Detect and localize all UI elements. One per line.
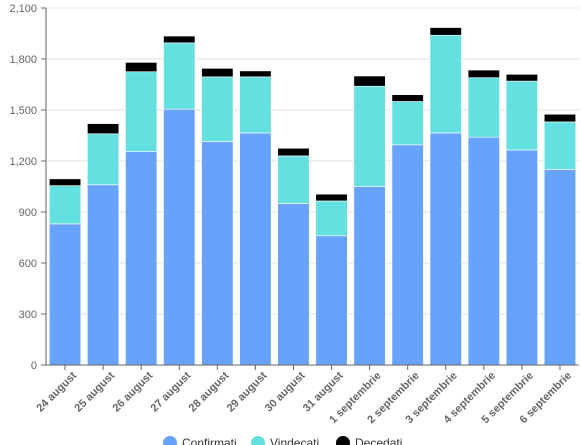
y-tick-label: 900 — [19, 207, 37, 219]
bar-segment-vindecati[interactable] — [125, 71, 158, 152]
bar-segment-vindecati[interactable] — [505, 80, 538, 151]
bar-segment-vindecati[interactable] — [543, 121, 577, 170]
bar-segment-confirmati[interactable] — [87, 184, 120, 366]
bar-segment-confirmati[interactable] — [277, 203, 310, 366]
bar-segment-vindecati[interactable] — [429, 34, 462, 134]
bar-segment-confirmati[interactable] — [315, 235, 348, 366]
bar-segment-confirmati[interactable] — [125, 151, 158, 366]
legend: Confirmati Vindecati Decedati — [163, 436, 402, 445]
bar-segment-confirmati[interactable] — [239, 132, 272, 366]
y-tick-label: 0 — [31, 360, 37, 372]
bar-segment-confirmati[interactable] — [543, 169, 577, 366]
bar-segment-decedati[interactable] — [391, 94, 424, 102]
bar-segment-confirmati[interactable] — [391, 144, 424, 366]
bar-segment-vindecati[interactable] — [277, 155, 310, 204]
bar-segment-decedati[interactable] — [201, 68, 234, 78]
bar-segment-vindecati[interactable] — [163, 42, 196, 110]
bar-segment-confirmati[interactable] — [353, 186, 386, 366]
y-tick-label: 1,800 — [9, 54, 37, 66]
bar-segment-confirmati[interactable] — [505, 149, 538, 366]
legend-label-decedati[interactable]: Decedati — [355, 436, 402, 445]
bar-segment-decedati[interactable] — [48, 178, 82, 186]
bar-segment-decedati[interactable] — [543, 113, 577, 123]
x-tick-label: 28 august — [187, 369, 232, 414]
bar-segment-vindecati[interactable] — [48, 185, 82, 225]
x-tick-label: 30 august — [263, 369, 308, 414]
y-tick-label: 600 — [19, 258, 37, 270]
bar-segment-decedati[interactable] — [353, 75, 386, 87]
legend-label-confirmati[interactable]: Confirmati — [182, 436, 237, 445]
bar-segment-vindecati[interactable] — [467, 77, 500, 138]
x-tick-label: 27 august — [149, 369, 194, 414]
bar-segment-vindecati[interactable] — [87, 133, 120, 186]
bar-segment-decedati[interactable] — [125, 62, 158, 73]
x-tick-label: 25 august — [72, 369, 117, 414]
bar-segment-confirmati[interactable] — [48, 223, 82, 366]
bar-segment-decedati[interactable] — [505, 74, 538, 82]
bar-segment-decedati[interactable] — [429, 27, 462, 36]
bar-segment-decedati[interactable] — [163, 35, 196, 44]
y-tick-label: 300 — [19, 309, 37, 321]
bar-segment-decedati[interactable] — [467, 69, 500, 79]
bar-segment-confirmati[interactable] — [429, 132, 462, 366]
bar-segment-vindecati[interactable] — [201, 76, 234, 142]
legend-marker-vindecati — [251, 436, 265, 445]
legend-marker-decedati — [336, 436, 350, 445]
bar-segment-confirmati[interactable] — [467, 136, 500, 366]
bar-segment-decedati[interactable] — [87, 123, 120, 135]
y-tick-label: 1,500 — [9, 105, 37, 117]
bar-segment-decedati[interactable] — [277, 147, 310, 157]
bar-segment-vindecati[interactable] — [239, 76, 272, 134]
bar-segment-confirmati[interactable] — [163, 108, 196, 366]
bar-segment-decedati[interactable] — [239, 70, 272, 78]
y-tick-label: 2,100 — [9, 3, 37, 15]
legend-label-vindecati[interactable]: Vindecati — [270, 436, 319, 445]
x-tick-label: 29 august — [225, 369, 270, 414]
bar-segment-vindecati[interactable] — [315, 200, 348, 237]
x-tick-label: 24 august — [34, 369, 79, 414]
y-axis: 0 300 600 900 1,200 1,500 1,800 2,100 — [9, 3, 47, 372]
bar-segment-decedati[interactable] — [315, 193, 348, 202]
legend-marker-confirmati — [163, 436, 177, 445]
bar-segment-confirmati[interactable] — [201, 141, 234, 366]
y-tick-label: 1,200 — [9, 156, 37, 168]
bar-segment-vindecati[interactable] — [391, 101, 424, 146]
bars — [48, 27, 577, 366]
bar-segment-vindecati[interactable] — [353, 85, 386, 187]
x-tick-label: 26 august — [110, 369, 155, 414]
